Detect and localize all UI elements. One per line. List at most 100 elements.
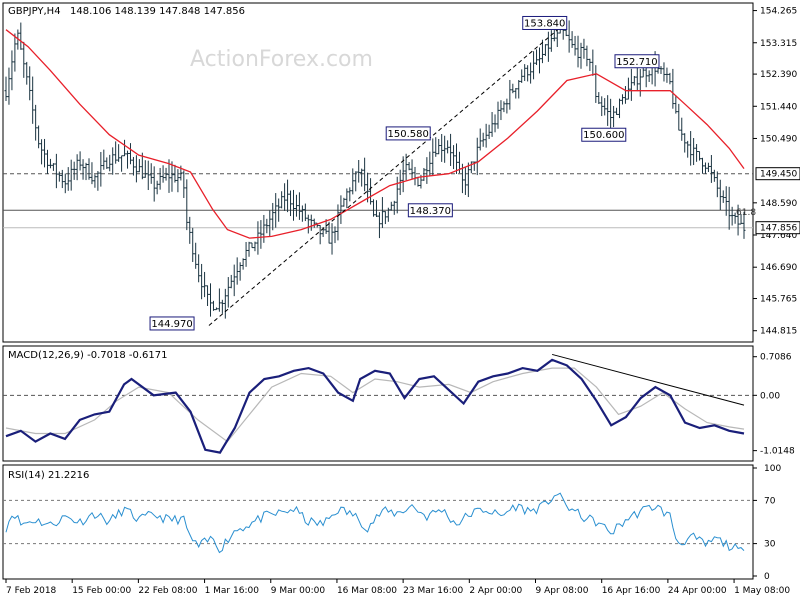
price-bar [96,171,100,191]
price-bar [455,143,459,174]
price-bar [360,168,364,187]
price-bar [665,67,669,83]
price-tick-label: 147.640 [760,231,797,241]
macd-trendline [551,353,745,406]
price-bar [277,198,281,222]
time-tick-label: 1 May 08:00 [734,586,790,596]
price-bar [229,274,233,289]
price-bar [93,174,97,188]
price-bar [167,159,171,193]
price-bar [191,227,195,263]
price-bar [413,166,417,186]
rsi-line [5,492,745,554]
price-bar [134,155,138,183]
price-bar [612,105,616,128]
price-bar [63,173,67,194]
price-bar [140,152,144,180]
rsi-tick-label: 70 [764,496,776,506]
price-bar [43,138,47,168]
price-bar [446,140,450,154]
price-bar [606,95,610,126]
price-bar [395,176,399,214]
price-marker-text: 147.856 [760,224,797,234]
price-bar [66,167,70,191]
price-bar [253,241,257,252]
macd-tick-label: 0.00 [760,391,780,401]
price-bar [265,218,269,234]
price-bar [161,165,165,183]
price-bar [520,69,524,83]
price-bar [686,140,690,158]
price-bar [626,77,630,100]
price-bar [742,211,746,239]
price-bar [597,92,601,105]
price-bar [40,139,44,165]
price-bar [374,200,378,217]
price-bar [671,68,675,109]
price-bar [683,133,687,153]
price-bar [149,163,153,184]
price-bar [173,164,177,183]
price-bar [108,154,112,172]
price-bar [247,241,251,257]
price-bar [517,80,521,99]
macd-tick-label: -1.0148 [760,447,795,457]
price-bar [422,167,426,181]
level-label-box [614,54,660,69]
level-label-text: 153.840 [524,18,565,29]
price-bar [25,61,29,85]
price-tick-label: 150.490 [760,134,797,144]
rsi-tick-label: 100 [764,464,781,474]
price-bar [629,68,633,101]
price-bar [262,214,266,243]
price-bar [567,20,571,53]
price-bar [576,35,580,68]
price-bar [164,167,168,181]
price-bar [220,299,224,314]
price-bar [404,153,408,181]
price-bar [632,76,636,86]
price-bar [120,155,124,172]
price-bar [475,137,479,176]
price-bar [102,149,106,170]
price-bar [499,100,503,121]
price-bar [695,144,699,162]
uptrend-line [208,24,564,326]
price-bar [532,51,536,80]
price-bar [111,147,115,175]
price-bar [351,168,355,195]
price-bar [274,193,278,228]
price-bar [392,200,396,215]
price-bar [291,189,295,221]
price-tick-label: 145.765 [760,295,797,305]
price-bar [203,271,207,298]
price-bar [736,204,740,236]
price-bar [739,214,743,225]
price-bar [232,264,236,297]
price-bar [131,156,135,176]
price-bar [176,169,180,193]
level-label-box [407,203,453,218]
price-bar [10,50,14,91]
price-bar [674,95,678,114]
price-bar [48,158,52,169]
price-bar [535,49,539,66]
level-label-box [149,316,195,331]
price-bar [194,242,198,269]
price-bar [226,277,230,308]
price-bar [146,160,150,191]
price-tick-label: 153.315 [760,39,797,49]
price-bar [570,31,574,48]
level-label-153.840: 153.840 [522,15,568,30]
price-bar [217,288,221,312]
price-bar [389,201,393,211]
price-bar [294,194,298,217]
price-bar [591,49,595,76]
price-annotations: 144.970 150.580 148.370 153.840 150.600 152.7… [149,15,660,331]
price-bar [372,199,376,217]
price-y-axis: 154.265 153.315 152.390 151.440 150.490 148.5… [753,7,800,337]
level-label-text: 144.970 [151,319,192,330]
price-bar [502,101,506,113]
time-tick-label: 16 Mar 08:00 [337,586,397,596]
price-bar [573,35,577,56]
